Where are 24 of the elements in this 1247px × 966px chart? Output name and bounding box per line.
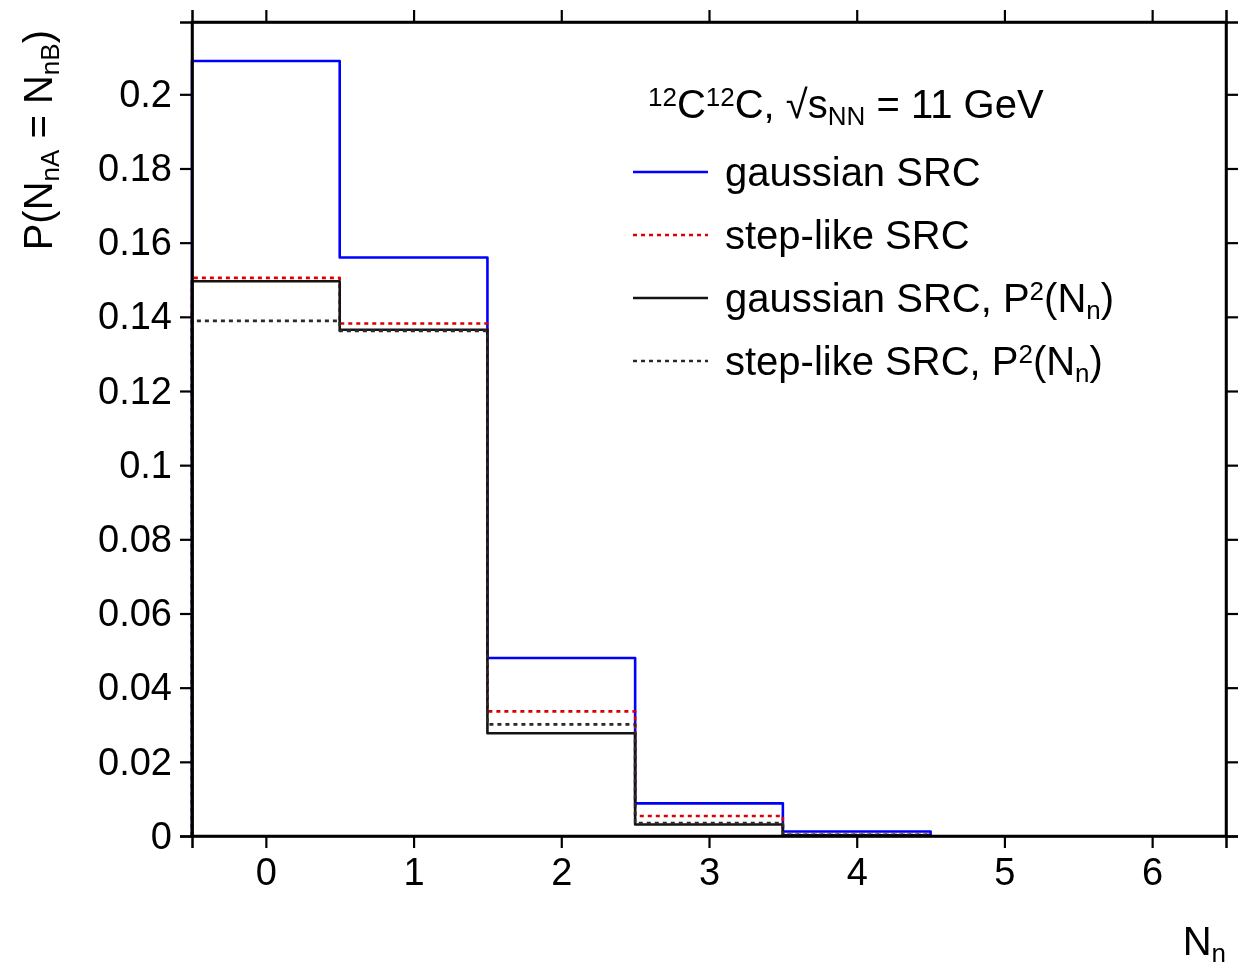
y-tick-label: 0.06 — [98, 592, 172, 635]
y-tick-label: 0.16 — [98, 221, 172, 264]
x-tick-label: 0 — [255, 850, 277, 893]
x-tick-label: 6 — [1142, 850, 1164, 893]
y-tick-label: 0.14 — [98, 295, 172, 338]
legend-title: $^{12}$C$^{12}$C, √s$_{NN}$ = 11 GeV — [648, 82, 1044, 131]
x-tick-label: 5 — [994, 850, 1016, 893]
x-tick-label: 1 — [403, 850, 425, 893]
y-tick-label: 0.12 — [98, 369, 172, 412]
y-tick-label: 0.02 — [98, 740, 172, 783]
x-tick-label: 2 — [551, 850, 573, 893]
y-tick-label: 0.04 — [98, 666, 172, 709]
y-tick-label: 0.18 — [98, 147, 172, 190]
legend-label: gaussian SRC — [725, 150, 981, 194]
legend-label: step-like SRC, P$^{2}$(N$_{n}$) — [725, 339, 1103, 388]
x-tick-label: 4 — [846, 850, 868, 893]
legend-label: step-like SRC — [725, 213, 970, 257]
y-tick-label: 0.08 — [98, 517, 172, 560]
x-tick-label: 3 — [698, 850, 721, 893]
y-tick-label: 0.2 — [119, 72, 172, 115]
x-axis-title: N$_{n}$ — [1182, 919, 1226, 966]
legend-label: gaussian SRC, P$^{2}$(N$_{n}$) — [725, 276, 1115, 325]
y-tick-label: 0 — [150, 814, 172, 857]
y-tick-label: 0.1 — [119, 443, 172, 486]
